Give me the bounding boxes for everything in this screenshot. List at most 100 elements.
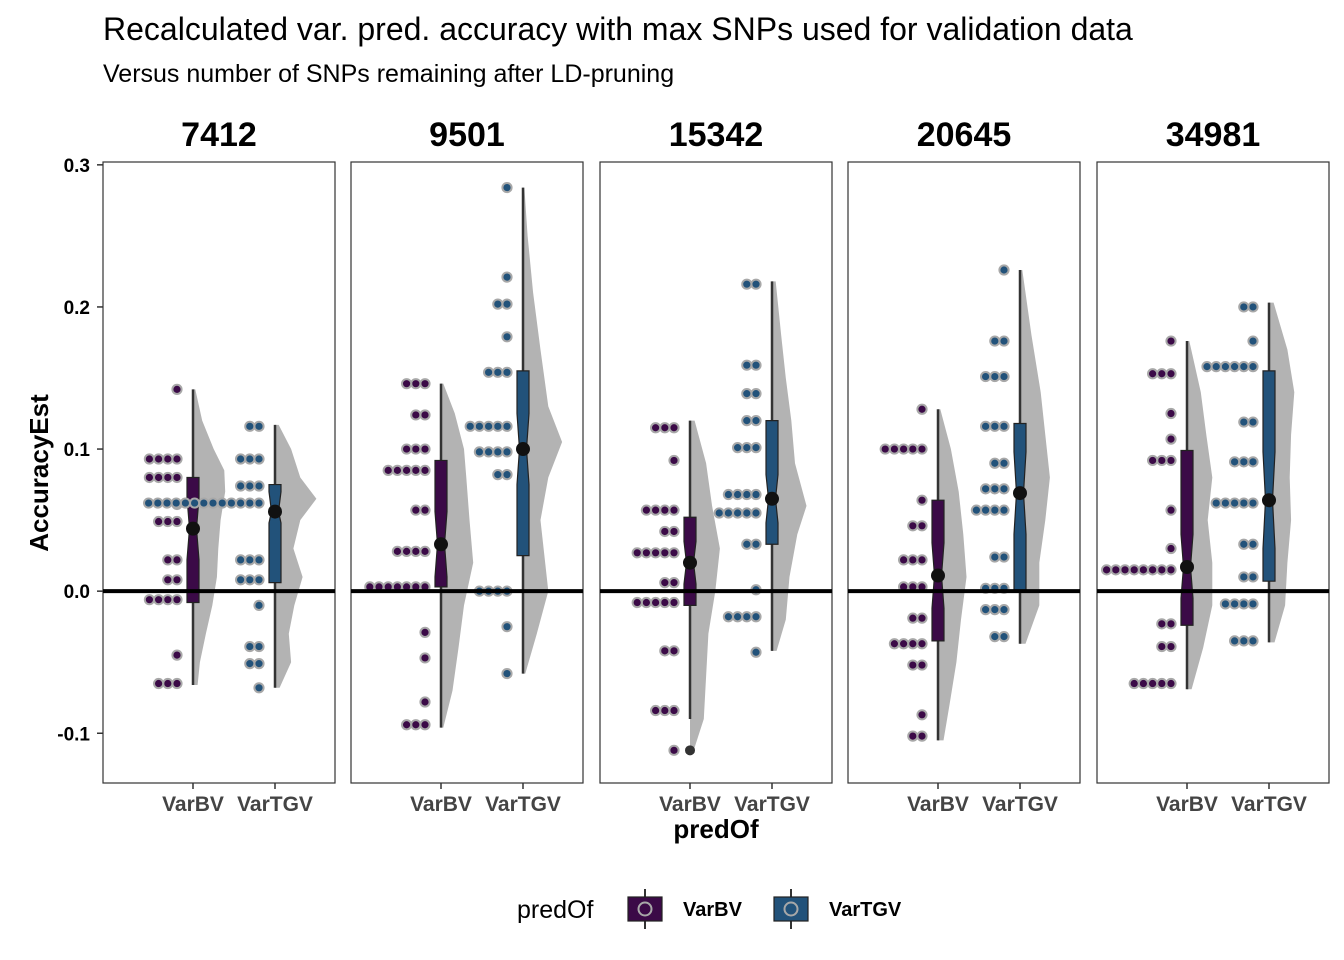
data-point <box>161 497 173 509</box>
data-point <box>668 704 680 717</box>
data-point <box>253 497 265 509</box>
data-point <box>640 596 653 609</box>
data-point <box>741 488 753 501</box>
legend: predOf VarBV VarTGV <box>517 889 902 929</box>
data-point <box>907 520 919 532</box>
y-tick-label: -0.1 <box>57 724 90 745</box>
series-varbv <box>879 403 967 742</box>
series-varbv <box>364 378 474 731</box>
y-tick-label: 0.0 <box>64 582 90 603</box>
data-point <box>198 497 210 509</box>
data-point <box>989 631 1001 643</box>
data-point <box>253 682 265 694</box>
x-axis-title: predOf <box>673 814 759 844</box>
data-point <box>998 631 1010 643</box>
data-point <box>998 264 1010 276</box>
notched-box <box>1262 370 1276 582</box>
data-point <box>1219 361 1232 373</box>
data-point <box>741 611 753 623</box>
series-vartgv <box>713 278 807 658</box>
data-point <box>998 504 1010 516</box>
data-point <box>916 403 928 415</box>
data-point <box>998 457 1010 469</box>
data-point <box>741 415 753 427</box>
mean-point <box>434 537 448 552</box>
data-point <box>162 453 174 465</box>
facet-panel: 9501 VarBV VarTGV <box>350 116 584 816</box>
data-point <box>1165 368 1177 380</box>
data-point <box>153 471 165 484</box>
data-point <box>1137 677 1150 690</box>
data-point <box>998 604 1010 616</box>
data-point <box>1229 635 1241 647</box>
data-point <box>401 443 413 455</box>
data-point <box>732 611 744 623</box>
y-tick-label: 0.2 <box>64 298 90 319</box>
data-point <box>419 443 431 455</box>
data-point <box>143 471 155 484</box>
data-point <box>153 515 165 528</box>
legend-label-vartgv: VarTGV <box>829 899 902 921</box>
data-point <box>1210 361 1222 373</box>
legend-key-box <box>627 896 663 922</box>
data-point <box>171 649 183 661</box>
data-point <box>253 480 265 492</box>
data-point <box>501 366 513 378</box>
data-point <box>631 596 643 609</box>
data-point <box>898 443 910 455</box>
data-point <box>473 420 485 432</box>
data-point <box>401 378 413 390</box>
data-point <box>410 464 422 476</box>
data-point <box>1165 433 1177 445</box>
data-point <box>492 298 504 310</box>
data-point <box>244 480 256 492</box>
data-point <box>464 420 476 432</box>
density-half-violin <box>690 420 720 751</box>
data-point <box>722 611 735 623</box>
data-point <box>171 471 183 484</box>
data-point <box>492 420 504 432</box>
data-point <box>916 554 928 566</box>
density-half-violin <box>1020 270 1050 644</box>
data-point <box>171 383 183 395</box>
data-point <box>750 415 762 427</box>
data-point <box>1229 456 1241 468</box>
density-half-violin <box>938 409 967 741</box>
data-point <box>750 278 762 290</box>
data-point <box>143 594 155 606</box>
data-point <box>410 504 422 516</box>
mean-point <box>931 568 945 583</box>
notched-box <box>268 483 282 584</box>
data-point <box>750 611 762 623</box>
data-point <box>998 335 1010 347</box>
data-point <box>1165 407 1177 420</box>
data-point <box>1247 301 1259 313</box>
notched-box <box>186 476 200 604</box>
data-point <box>722 488 735 501</box>
data-point <box>225 497 237 509</box>
data-point <box>410 545 422 557</box>
legend-key-point <box>637 901 653 917</box>
data-point <box>998 483 1010 495</box>
data-point <box>1165 542 1177 555</box>
data-point <box>1247 361 1259 373</box>
data-point <box>998 551 1010 563</box>
data-point <box>1238 598 1250 610</box>
series-varbv <box>1101 335 1213 690</box>
legend-label-varbv: VarBV <box>683 899 743 921</box>
data-point <box>153 677 165 690</box>
data-point <box>750 388 762 400</box>
x-tick-label: VarBV <box>1156 793 1218 816</box>
data-point <box>741 538 753 550</box>
facet-strip-label: 7412 <box>181 116 257 154</box>
data-point <box>171 574 183 586</box>
data-point <box>501 181 513 194</box>
data-point <box>1247 571 1259 583</box>
data-point <box>419 464 431 476</box>
data-point <box>483 420 495 432</box>
data-point <box>1137 564 1150 576</box>
data-point <box>741 507 753 519</box>
data-point <box>501 298 513 310</box>
data-point <box>668 454 680 467</box>
data-point <box>659 704 671 717</box>
